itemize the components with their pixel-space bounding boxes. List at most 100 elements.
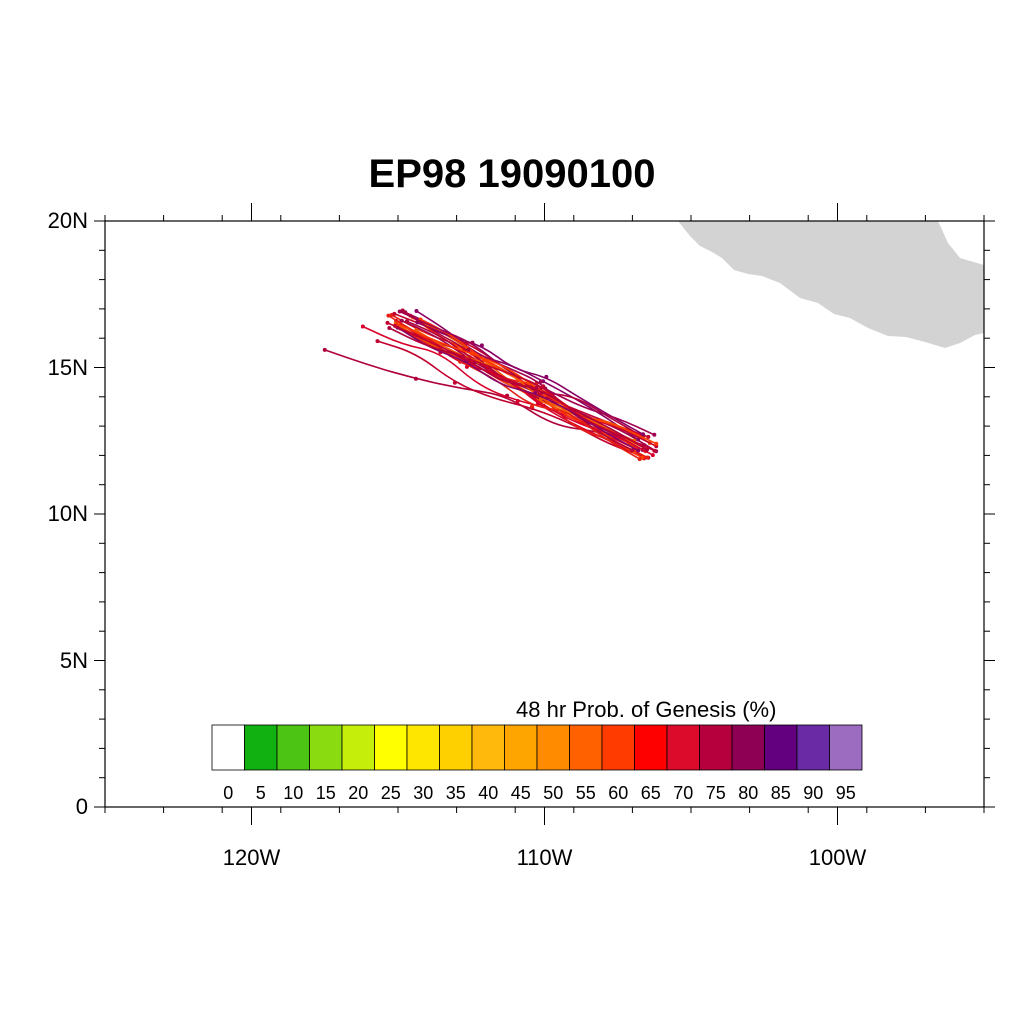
colorbar-label: 70 bbox=[673, 783, 694, 803]
track-point bbox=[538, 397, 543, 402]
colorbar-swatch bbox=[634, 724, 668, 771]
colorbar-swatch bbox=[374, 724, 408, 771]
track-point bbox=[387, 325, 392, 330]
track-point bbox=[470, 340, 475, 345]
track-point bbox=[544, 374, 549, 379]
track-point bbox=[392, 311, 397, 316]
colorbar-label: 10 bbox=[283, 783, 304, 803]
plot-frame bbox=[104, 220, 985, 808]
land-mass bbox=[678, 221, 984, 348]
track-point bbox=[375, 339, 380, 344]
x-tick-label: 120W bbox=[222, 845, 281, 870]
y-tick-label: 20N bbox=[47, 208, 88, 233]
track-point bbox=[538, 379, 543, 384]
colorbar bbox=[211, 724, 863, 771]
colorbar-label: 90 bbox=[803, 783, 824, 803]
track-point bbox=[392, 323, 397, 328]
axis-ticks bbox=[94, 203, 995, 825]
colorbar-swatch bbox=[244, 724, 278, 771]
x-tick-label: 110W bbox=[516, 845, 573, 870]
colorbar-label: 35 bbox=[445, 783, 466, 803]
colorbar-swatch bbox=[471, 724, 505, 771]
colorbar-label: 0 bbox=[223, 783, 234, 803]
colorbar-swatch bbox=[731, 724, 765, 771]
track-point bbox=[533, 391, 538, 396]
track-point bbox=[385, 320, 390, 325]
colorbar-swatch bbox=[796, 724, 830, 771]
track-point bbox=[467, 357, 472, 362]
x-tick-label: 100W bbox=[808, 845, 867, 870]
colorbar-label: 80 bbox=[738, 783, 759, 803]
track-point bbox=[630, 448, 635, 453]
colorbar-label: 15 bbox=[315, 783, 336, 803]
colorbar-label: 45 bbox=[510, 783, 531, 803]
track-point bbox=[650, 453, 655, 458]
colorbar-label: 40 bbox=[478, 783, 499, 803]
track-point bbox=[636, 437, 641, 442]
colorbar-label: 95 bbox=[835, 783, 856, 803]
map-title: EP98 19090100 bbox=[368, 152, 656, 196]
track-point bbox=[469, 351, 474, 356]
track-point bbox=[414, 309, 419, 314]
colorbar-label: 85 bbox=[770, 783, 791, 803]
colorbar-label: 65 bbox=[640, 783, 661, 803]
colorbar-label: 30 bbox=[413, 783, 434, 803]
colorbar-swatch bbox=[601, 724, 635, 771]
track-point bbox=[646, 434, 651, 439]
colorbar-title: 48 hr Prob. of Genesis (%) bbox=[516, 697, 777, 722]
track-point bbox=[515, 398, 520, 403]
ensemble-tracks bbox=[322, 308, 659, 462]
track-point bbox=[641, 432, 646, 437]
colorbar-swatch bbox=[569, 724, 603, 771]
colorbar-swatch bbox=[406, 724, 440, 771]
colorbar-swatch bbox=[829, 724, 863, 771]
track-line bbox=[397, 326, 639, 452]
track-point bbox=[404, 319, 409, 324]
track-point bbox=[360, 324, 365, 329]
colorbar-label: 5 bbox=[255, 783, 266, 803]
track-point bbox=[541, 384, 546, 389]
track-line bbox=[388, 327, 648, 451]
colorbar-label: 20 bbox=[348, 783, 369, 803]
colorbar-swatch bbox=[699, 724, 733, 771]
track-point bbox=[645, 455, 650, 460]
y-tick-label: 10N bbox=[47, 501, 88, 526]
mexico-coast-land bbox=[678, 221, 984, 348]
colorbar-swatch bbox=[764, 724, 798, 771]
y-tick-label: 0 bbox=[75, 794, 88, 819]
track-point bbox=[413, 376, 418, 381]
colorbar-swatch bbox=[211, 724, 245, 771]
colorbar-swatch bbox=[504, 724, 538, 771]
track-point bbox=[466, 347, 471, 352]
colorbar-label: 55 bbox=[575, 783, 596, 803]
track-point bbox=[534, 385, 539, 390]
track-line bbox=[394, 325, 655, 452]
colorbar-swatch bbox=[341, 724, 375, 771]
colorbar-label: 60 bbox=[608, 783, 629, 803]
track-line bbox=[362, 325, 635, 449]
track-point bbox=[654, 441, 659, 446]
colorbar-swatch bbox=[276, 724, 310, 771]
colorbar-swatch bbox=[666, 724, 700, 771]
colorbar-label: 25 bbox=[380, 783, 401, 803]
track-point bbox=[637, 457, 642, 462]
track-point bbox=[452, 380, 457, 385]
colorbar-label: 50 bbox=[543, 783, 564, 803]
track-point bbox=[396, 321, 401, 326]
colorbar-swatch bbox=[536, 724, 570, 771]
colorbar-label: 75 bbox=[705, 783, 726, 803]
track-point bbox=[652, 448, 657, 453]
track-line bbox=[402, 309, 633, 451]
colorbar-swatch bbox=[439, 724, 473, 771]
colorbar-swatch bbox=[309, 724, 343, 771]
track-point bbox=[479, 343, 484, 348]
track-point bbox=[529, 404, 534, 409]
track-point bbox=[386, 313, 391, 318]
track-point bbox=[397, 309, 402, 314]
track-point bbox=[652, 432, 657, 437]
track-point bbox=[399, 318, 404, 323]
y-tick-label: 5N bbox=[59, 647, 88, 673]
track-point bbox=[636, 448, 641, 453]
y-tick-label: 15N bbox=[47, 354, 88, 380]
